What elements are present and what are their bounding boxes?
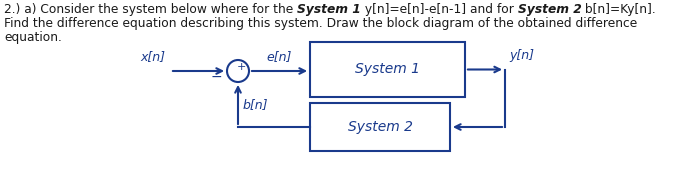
Text: System 1: System 1 [355,63,420,77]
Text: equation.: equation. [4,31,62,44]
Text: Find the difference equation describing this system. Draw the block diagram of t: Find the difference equation describing … [4,17,637,30]
Text: System 2: System 2 [518,3,581,16]
Text: 2.) a) Consider the system below where for the: 2.) a) Consider the system below where f… [4,3,297,16]
Text: x[n]: x[n] [140,50,165,63]
Text: y[n]: y[n] [509,49,534,61]
Text: y[n]=e[n]-e[n-1] and for: y[n]=e[n]-e[n-1] and for [361,3,518,16]
Text: e[n]: e[n] [267,50,292,63]
Text: +: + [236,62,246,72]
Text: b[n]=Ky[n].: b[n]=Ky[n]. [581,3,656,16]
Text: b[n]: b[n] [243,98,268,111]
Bar [310,42,465,97]
Text: System 2: System 2 [347,120,412,134]
Text: System 1: System 1 [297,3,361,16]
Bar [310,103,450,151]
Text: −: − [210,70,222,84]
